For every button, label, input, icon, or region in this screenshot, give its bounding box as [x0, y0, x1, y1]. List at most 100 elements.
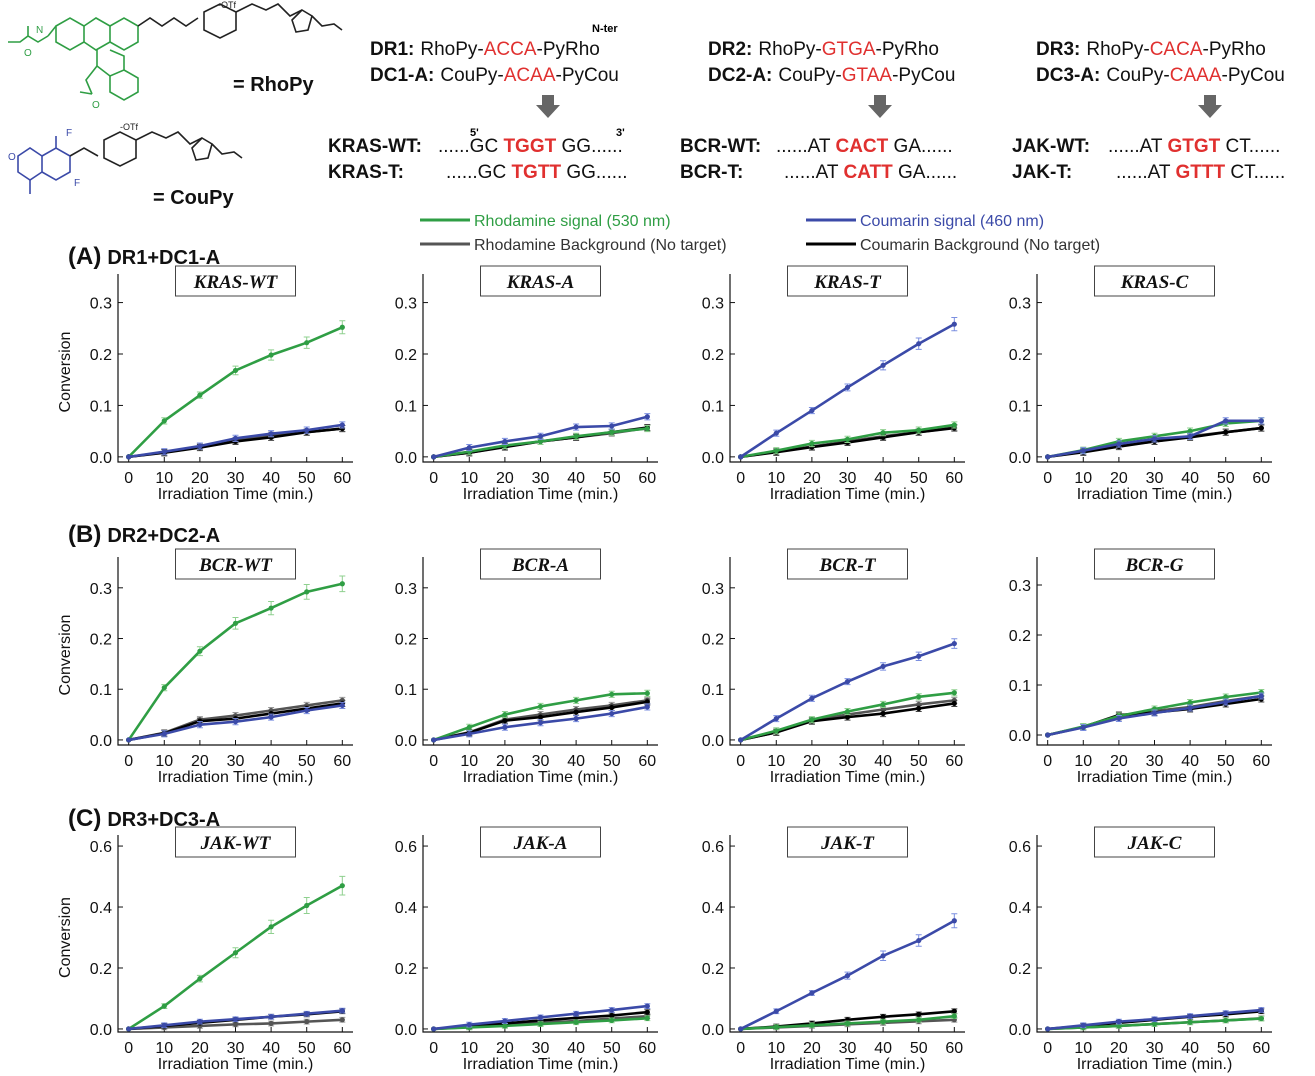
dr-probe-1: DR1: RhoPy-ACCA-PyRho: [370, 39, 600, 60]
y-tick-label: 0.1: [90, 682, 112, 699]
axis-lines: [422, 835, 658, 1033]
chart-jak-t: 0.0 0.2 0.4 0.6 0 10 20 30 40 50 60 Irradiation Tim…: [702, 826, 965, 1073]
x-tick-label: 10: [155, 753, 173, 770]
target-name: BCR-T:: [680, 162, 743, 183]
legend-label: Rhodamine Background (No target): [474, 237, 727, 254]
x-tick-label: 0: [124, 753, 133, 770]
x-tick-label: 30: [839, 1040, 857, 1057]
coupy-counterion: -OTf: [120, 122, 138, 132]
data-point: [197, 722, 203, 728]
x-axis-label: Irradiation Time (min.): [1077, 1056, 1233, 1073]
y-tick-label: 0.2: [395, 347, 417, 364]
x-tick-label: 0: [429, 1040, 438, 1057]
chart-title: KRAS-WT: [193, 272, 279, 293]
x-tick-label: 10: [1074, 753, 1092, 770]
y-tick-label: 0.1: [395, 682, 417, 699]
chart-title: JAK-WT: [200, 833, 272, 854]
x-tick-label: 20: [1110, 1040, 1128, 1057]
data-point: [537, 438, 544, 445]
x-tick-label: 10: [1074, 470, 1092, 487]
x-tick-label: 10: [460, 753, 478, 770]
target-name: JAK-T:: [1012, 162, 1072, 183]
data-point: [304, 340, 310, 346]
x-axis-label: Irradiation Time (min.): [1077, 486, 1233, 503]
data-point: [197, 976, 203, 982]
data-point: [502, 1023, 508, 1029]
data-point: [1151, 1021, 1158, 1027]
y-tick-label: 0.1: [395, 398, 417, 415]
target-sequence: ......AT CACT GA......: [776, 136, 953, 157]
data-point: [268, 1020, 274, 1027]
cou-o-label: O: [8, 152, 16, 163]
x-tick-label: 0: [124, 470, 133, 487]
data-point: [161, 449, 167, 455]
x-tick-label: 10: [155, 1040, 173, 1057]
x-tick-label: 10: [767, 753, 785, 770]
data-point: [502, 438, 508, 445]
x-tick-label: 60: [638, 1040, 656, 1057]
y-tick-label: 0.0: [90, 450, 112, 467]
data-point: [773, 716, 779, 722]
axis-lines: [1036, 274, 1272, 463]
n-ter-label: N-ter: [592, 23, 618, 35]
chart-title-box: [480, 265, 601, 297]
data-point: [161, 731, 167, 737]
x-tick-label: 20: [191, 753, 209, 770]
x-tick-label: 50: [603, 753, 621, 770]
chart-title: KRAS-C: [1120, 272, 1189, 293]
x-tick-label: 20: [803, 753, 821, 770]
data-point: [268, 1014, 274, 1020]
data-point: [609, 710, 615, 717]
chart-title-box: [480, 548, 601, 580]
data-point: [537, 714, 544, 720]
x-tick-label: 30: [839, 753, 857, 770]
y-tick-label: 0.6: [1009, 839, 1031, 856]
row-label: (A) DR1+DC1-A: [68, 243, 220, 270]
x-tick-label: 30: [1146, 1040, 1164, 1057]
data-point: [537, 433, 544, 439]
data-point: [339, 425, 345, 432]
y-tick-label: 0.2: [395, 632, 417, 649]
data-point: [644, 414, 650, 420]
data-point: [268, 434, 274, 440]
arrow-down-icon: [536, 95, 560, 118]
cou-f2-label: F: [74, 178, 80, 189]
x-tick-label: 20: [191, 1040, 209, 1057]
data-point: [1258, 693, 1264, 699]
y-tick-label: 0.0: [1009, 1022, 1031, 1039]
data-point: [951, 1008, 957, 1014]
chart-bcr-t: 0.0 0.1 0.2 0.3 0 10 20 30 40 50 60 Irradiation Tim…: [702, 548, 965, 786]
data-point: [844, 708, 851, 715]
data-point: [1187, 1013, 1193, 1019]
data-point: [951, 640, 957, 647]
x-tick-label: 60: [945, 753, 963, 770]
y-tick-label: 0.4: [1009, 900, 1031, 917]
y-tick-label: 0.0: [395, 1022, 417, 1039]
y-tick-label: 0.0: [1009, 450, 1031, 467]
chart-bcr-g: 0.0 0.1 0.2 0.3 0 10 20 30 40 50 60 Irradiation Tim…: [1009, 548, 1272, 786]
chart-title: BCR-G: [1124, 555, 1183, 576]
data-point: [1187, 433, 1193, 439]
data-point: [809, 990, 815, 996]
chart-jak-c: 0.0 0.2 0.4 0.6 0 10 20 30 40 50 60 Irradiation Tim…: [1009, 826, 1272, 1073]
axis-lines: [117, 274, 353, 463]
y-tick-label: 0.2: [1009, 628, 1031, 645]
x-tick-label: 60: [1252, 753, 1270, 770]
data-point: [609, 423, 615, 429]
target-sequence: ......GC TGGT GG......: [438, 136, 623, 157]
axis-lines: [117, 557, 353, 746]
y-tick-label: 0.3: [702, 296, 724, 313]
data-point: [844, 436, 851, 442]
data-point: [773, 430, 779, 436]
y-tick-label: 0.0: [395, 733, 417, 750]
x-tick-label: 50: [298, 1040, 316, 1057]
data-point: [1187, 705, 1193, 711]
data-point: [268, 431, 274, 437]
data-point: [573, 424, 579, 430]
data-point: [951, 321, 957, 327]
cou-f-label: F: [66, 128, 72, 139]
x-tick-label: 0: [124, 1040, 133, 1057]
x-tick-label: 40: [1181, 1040, 1199, 1057]
x-tick-label: 50: [1217, 753, 1235, 770]
data-point: [1151, 1016, 1158, 1022]
